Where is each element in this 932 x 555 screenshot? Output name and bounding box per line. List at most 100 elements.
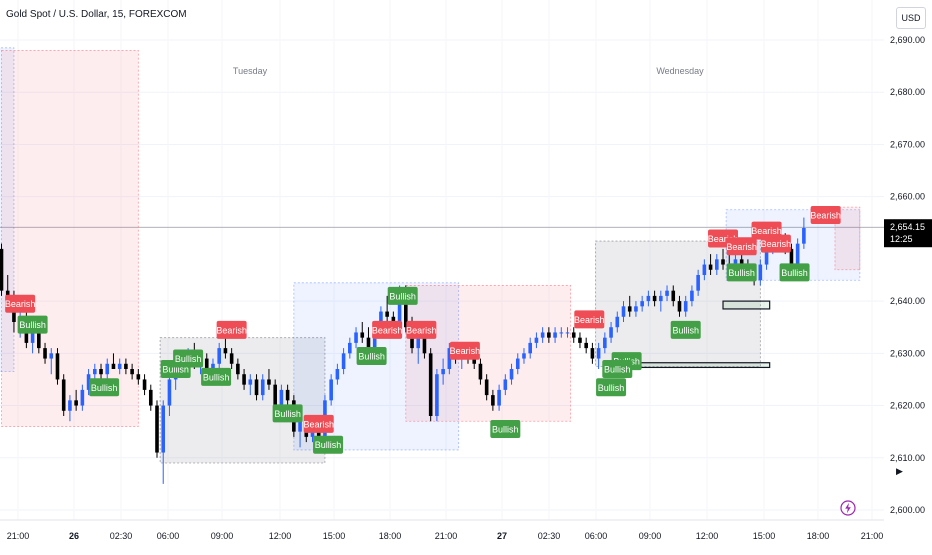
signal-label-box	[670, 320, 701, 339]
candle-body	[142, 379, 147, 390]
candle-body	[540, 332, 545, 338]
signal-label-text: Bearish	[5, 299, 36, 309]
signal-label-box	[726, 237, 757, 256]
candle-body	[472, 358, 477, 364]
bearish-signal-label[interactable]: Bearish	[810, 205, 841, 224]
bullish-signal-label[interactable]: Bullish	[779, 263, 810, 282]
candle	[354, 327, 358, 349]
y-tick-label: 2,640.00	[890, 296, 925, 306]
x-tick-label: 18:00	[379, 531, 402, 541]
candle	[590, 342, 595, 364]
candle-body	[68, 400, 72, 411]
candle	[677, 295, 682, 317]
candle	[652, 290, 657, 307]
bullish-signal-label[interactable]: Bullish	[201, 367, 232, 386]
signal-label-text: Bearish	[751, 226, 782, 236]
candle	[696, 269, 700, 296]
x-tick-label: 02:30	[110, 531, 133, 541]
candle-body	[547, 332, 551, 338]
bullish-signal-label[interactable]: Bullish	[17, 315, 48, 334]
scroll-right-icon[interactable]: ▶	[896, 466, 903, 476]
bullish-signal-label[interactable]: Bullish	[313, 435, 344, 454]
candle-body	[764, 248, 769, 265]
candle	[478, 358, 483, 385]
bearish-signal-label[interactable]: Bearish	[303, 414, 334, 433]
bearish-signal-label[interactable]: Bearish	[726, 237, 757, 256]
bullish-signal-label[interactable]: Bullish	[89, 378, 120, 397]
candle	[758, 259, 763, 286]
candle	[248, 374, 253, 396]
candle	[484, 374, 489, 401]
day-label: Tuesday	[233, 66, 268, 76]
bullish-signal-label[interactable]: Bullish	[356, 346, 387, 365]
x-tick-label: 15:00	[323, 531, 346, 541]
signal-label-text: Bearish	[372, 325, 403, 335]
candle	[111, 353, 116, 369]
candle-body	[161, 405, 166, 453]
candle-body	[509, 369, 514, 380]
lightning-icon[interactable]	[840, 500, 856, 516]
candle-body	[528, 342, 532, 354]
candle-body	[117, 363, 122, 369]
bullish-signal-label[interactable]: Bullish	[602, 360, 633, 378]
candle-body	[708, 264, 713, 270]
bullish-signal-label[interactable]: Bullish	[596, 378, 627, 397]
candle-body	[298, 421, 302, 432]
candle-body	[155, 405, 159, 453]
bearish-signal-label[interactable]: Bearish	[450, 341, 481, 360]
candle	[61, 374, 66, 416]
x-tick-label: 09:00	[211, 531, 234, 541]
signal-label-text: Bullish	[604, 365, 631, 375]
candle-body	[621, 306, 626, 317]
candle	[236, 358, 240, 380]
bearish-signal-label[interactable]: Bearish	[406, 320, 437, 339]
candle-body	[242, 374, 246, 385]
signal-label-box	[574, 310, 605, 329]
candle	[515, 353, 520, 375]
bullish-signal-label[interactable]: Bullish	[387, 286, 418, 305]
signal-label-box	[356, 346, 387, 365]
bearish-signal-label[interactable]: Bearish	[5, 294, 36, 313]
candle-body	[372, 332, 377, 349]
candle-body	[565, 332, 570, 334]
candle-body	[397, 290, 402, 333]
currency-selector[interactable]: USD	[896, 7, 926, 29]
candle-body	[603, 337, 607, 349]
bearish-signal-label[interactable]: Bearish	[574, 310, 605, 329]
candle	[217, 342, 221, 369]
candle	[285, 384, 290, 406]
candle	[621, 301, 626, 322]
zone-box-red	[405, 285, 572, 422]
candle-body	[484, 379, 489, 396]
signal-label-text: Bearish	[450, 346, 481, 356]
candle-body	[702, 264, 707, 275]
candle	[634, 301, 638, 317]
candle	[441, 358, 445, 385]
signal-label-box	[490, 420, 521, 439]
bullish-signal-label[interactable]: Bullish	[670, 320, 701, 339]
signal-label-box	[173, 349, 204, 368]
bearish-signal-label[interactable]: Bearish	[372, 320, 403, 339]
bullish-signal-label[interactable]: Bullish	[490, 420, 521, 439]
signal-label-box	[313, 435, 344, 454]
candle-body	[167, 379, 172, 406]
signal-label-box	[387, 286, 418, 305]
candle-body	[677, 301, 682, 312]
candle	[503, 374, 508, 396]
candle	[0, 243, 4, 296]
candle-body	[211, 363, 215, 369]
bullish-signal-label[interactable]: Bullish	[272, 404, 303, 423]
bearish-signal-label[interactable]: Bearish	[216, 320, 247, 339]
bearish-signal-label[interactable]: Bearish	[761, 234, 792, 253]
candle-body	[335, 369, 340, 380]
candle	[360, 322, 365, 343]
signal-label-text: Bullish	[358, 351, 385, 361]
candle-body	[416, 337, 421, 349]
candle-body	[111, 363, 116, 369]
bullish-signal-label[interactable]: Bullish	[173, 349, 204, 368]
bullish-signal-label[interactable]: Bullish	[726, 263, 757, 282]
candle	[161, 400, 166, 484]
candle	[447, 342, 452, 375]
